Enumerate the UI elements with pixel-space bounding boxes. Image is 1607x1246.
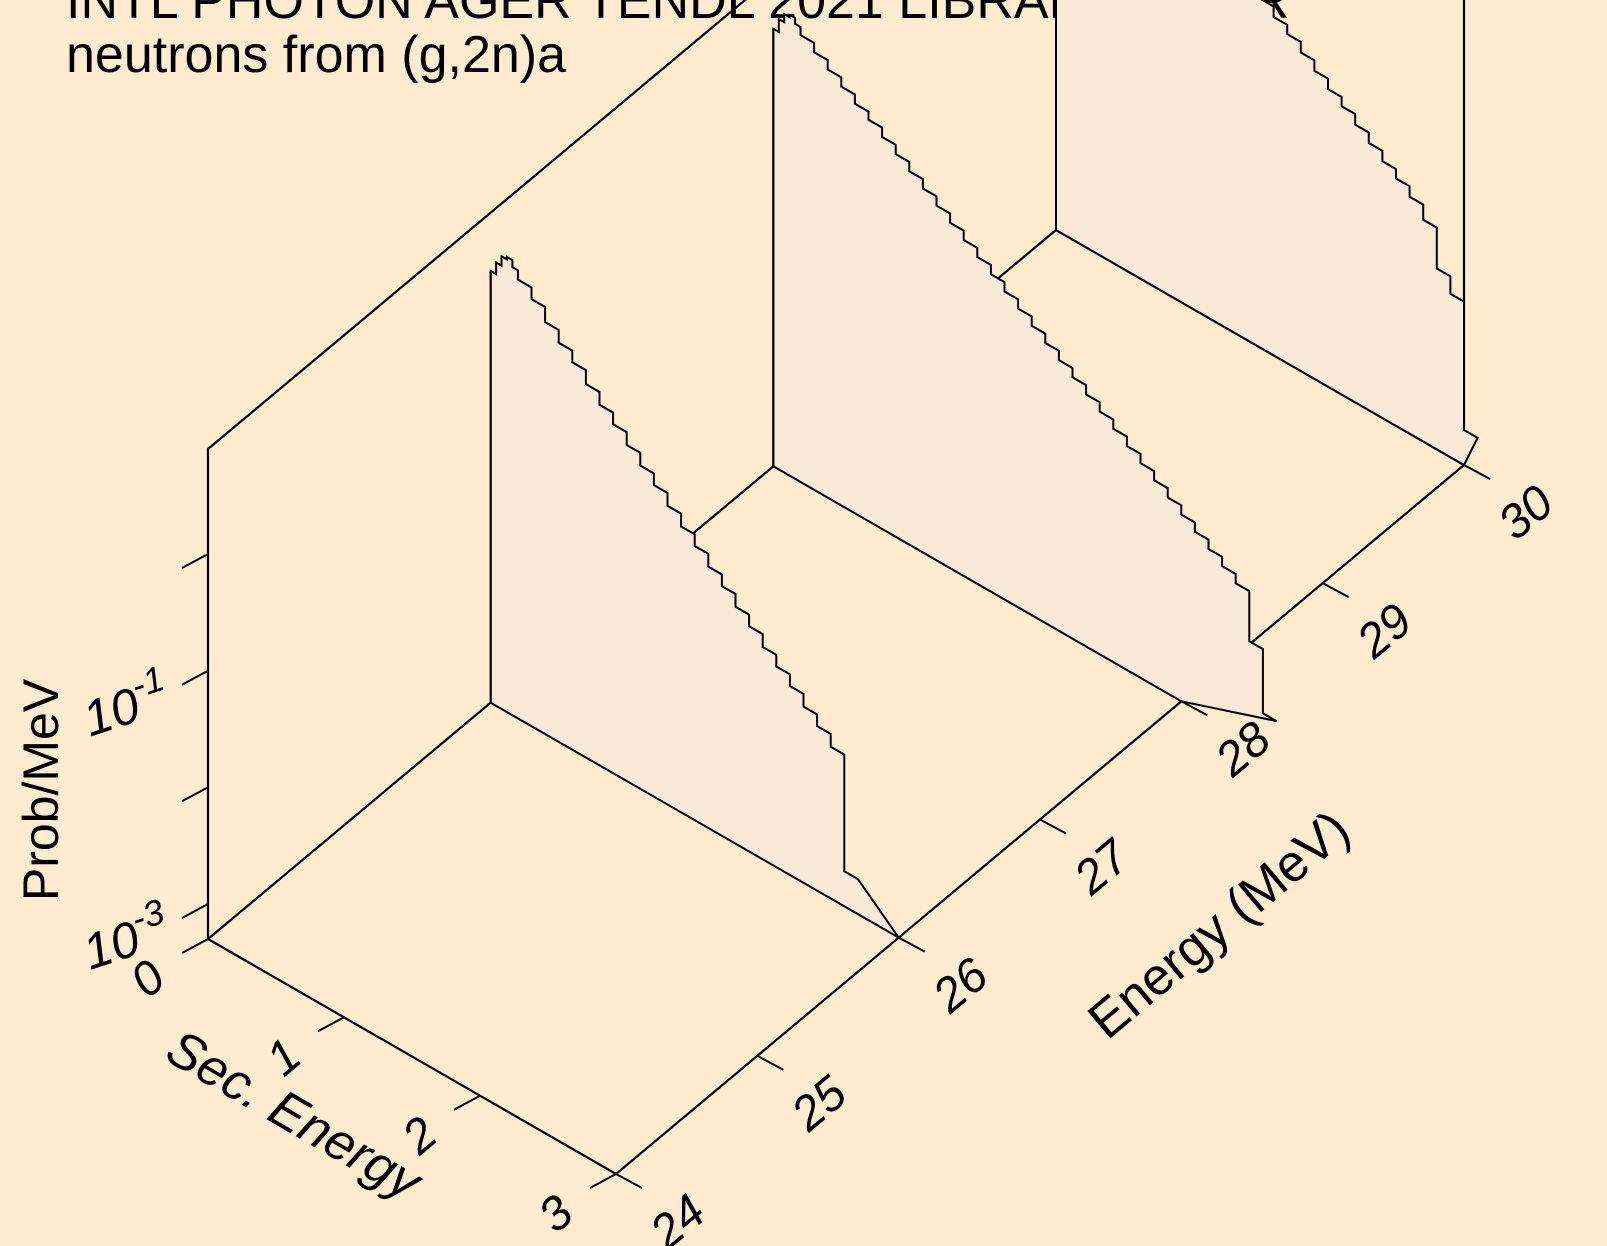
curve-baseline-26mev bbox=[490, 701, 900, 939]
curve-baseline-30mev bbox=[1055, 229, 1465, 466]
energy-tick-26 bbox=[898, 936, 926, 953]
curve-fill-30mev bbox=[1056, 0, 1478, 465]
back-top-edge bbox=[206, 0, 747, 451]
energy-tick-25 bbox=[756, 1054, 784, 1071]
y-axis-label: Prob/MeV bbox=[13, 678, 69, 901]
sec-energy-tick-1 bbox=[317, 1016, 345, 1033]
curve-line-26mev bbox=[489, 254, 900, 939]
prob-tick-decade--2 bbox=[181, 786, 209, 803]
energy-tick-24 bbox=[615, 1173, 643, 1189]
energy-tick-28 bbox=[1180, 700, 1208, 717]
data-curves bbox=[489, 0, 1479, 939]
sec-energy-tick-3 bbox=[589, 1173, 617, 1189]
curve-fill-28mev bbox=[773, 14, 1277, 722]
sec-energy-tick-0 bbox=[181, 938, 209, 954]
sec-energy-tick-2 bbox=[453, 1094, 481, 1111]
energy-tick-29 bbox=[1322, 582, 1350, 598]
prob-tick-decade-0 bbox=[181, 553, 209, 569]
curve-line-30mev bbox=[1055, 0, 1479, 466]
chart-title-line-2: neutrons from (g,2n)a bbox=[66, 26, 566, 84]
sec-energy-axis-line bbox=[206, 937, 618, 1176]
energy-tick-30 bbox=[1463, 464, 1491, 480]
prob-tick-decade--3 bbox=[181, 903, 209, 919]
curve-line-28mev bbox=[772, 12, 1277, 723]
prob-tick-decade--1 bbox=[181, 669, 209, 686]
curve-baseline-28mev bbox=[772, 465, 1182, 703]
axis-ticks bbox=[181, 464, 1491, 1189]
energy-tick-27 bbox=[1039, 818, 1067, 835]
curve-fill-26mev bbox=[490, 256, 899, 938]
